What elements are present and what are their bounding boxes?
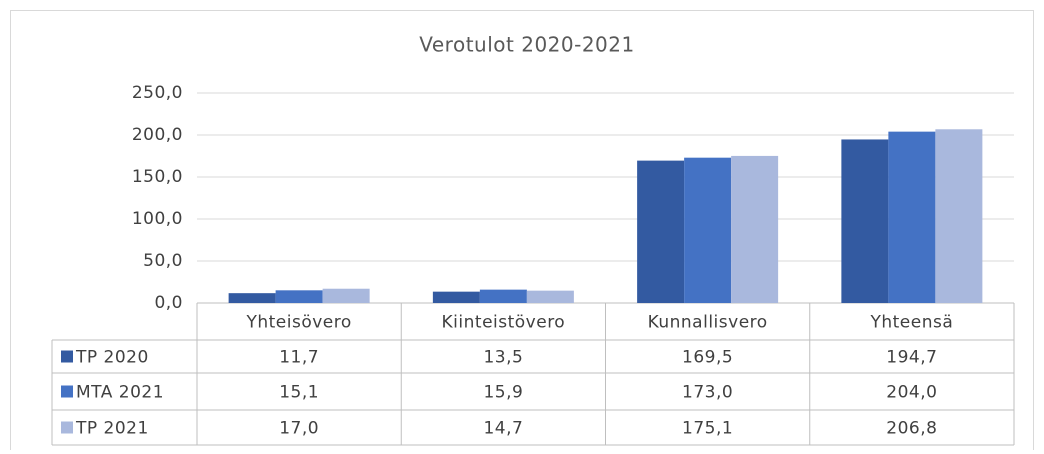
bar [322,288,370,303]
bar [731,155,779,303]
bar [684,157,732,303]
y-tick-label: 0,0 [154,293,183,313]
table-value: 175,1 [682,419,733,439]
y-tick-label: 100,0 [132,209,183,229]
table-value: 14,7 [483,419,523,439]
bar [275,290,323,303]
legend-label: TP 2020 [75,348,149,368]
bar [888,131,936,303]
y-tick-label: 250,0 [132,83,183,103]
y-tick-label: 150,0 [132,167,183,187]
table-value: 13,5 [483,348,523,368]
bar [228,293,276,303]
table-value: 173,0 [682,383,733,403]
x-tick-label: Kunnallisvero [648,313,768,333]
legend-label: TP 2021 [75,419,149,439]
y-tick-label: 50,0 [143,251,183,271]
table-value: 169,5 [682,348,733,368]
table-value: 11,7 [279,348,319,368]
table-value: 206,8 [886,419,937,439]
bar [935,129,983,303]
table-value: 15,1 [279,383,319,403]
legend-label: MTA 2021 [76,383,164,403]
legend-key [61,385,73,398]
x-tick-label: Yhteisövero [245,313,351,333]
table-value: 204,0 [886,383,937,403]
legend-key [61,350,73,363]
bar [432,291,480,303]
bar [526,290,574,303]
x-tick-label: Yhteensä [869,313,953,333]
table-value: 15,9 [483,383,523,403]
x-tick-label: Kiinteistövero [442,313,566,333]
bar [637,160,685,303]
y-tick-label: 200,0 [132,125,183,145]
table-value: 194,7 [886,348,937,368]
bar [479,289,527,303]
legend-key [61,421,73,434]
chart-title: Verotulot 2020-2021 [419,33,634,57]
table-value: 17,0 [279,419,319,439]
bar [841,139,889,303]
